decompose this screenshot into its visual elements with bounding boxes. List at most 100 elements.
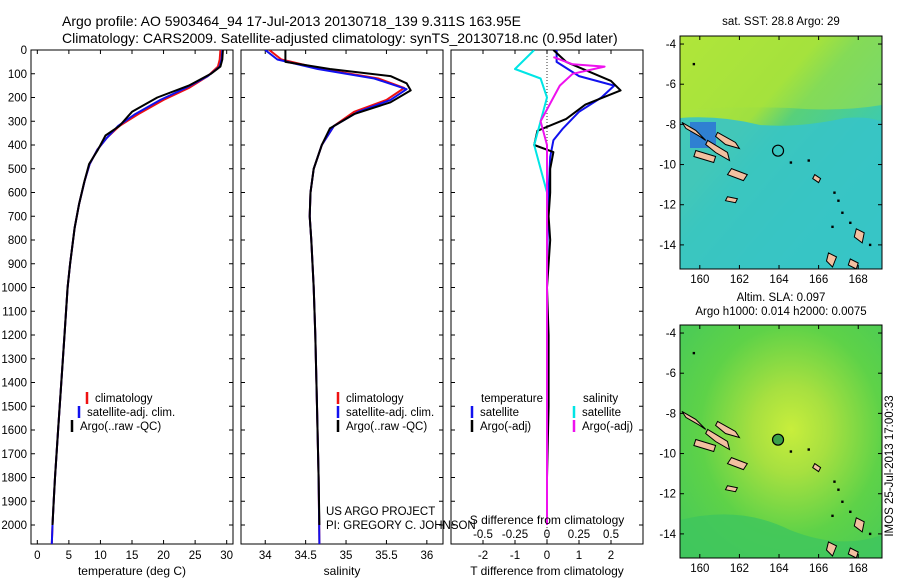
pi-annotation: PI: GREGORY C. JOHNSON — [326, 520, 476, 532]
islet — [833, 191, 836, 194]
map-y-tick-label: -8 — [666, 408, 676, 420]
depth-tick-label: 1000 — [1, 283, 27, 295]
island — [714, 131, 741, 150]
s-difference-x-label: S difference from climatology — [470, 513, 625, 527]
series-line-argo — [284, 50, 412, 526]
s-tick-label: 0.25 — [568, 529, 590, 541]
x-tick-label: -1 — [510, 550, 520, 562]
legend-label-climatology: climatology — [346, 393, 404, 405]
depth-tick-label: 600 — [8, 188, 27, 200]
legend-label-satellite: satellite-adj. clim. — [346, 407, 434, 419]
series-line-climatology — [50, 50, 222, 544]
argo-position-marker — [771, 144, 785, 157]
s-tick-label: 0.5 — [603, 529, 619, 541]
series-line-satellite — [50, 50, 224, 544]
map-x-tick-label: 168 — [849, 563, 868, 575]
legend-label-climatology: climatology — [95, 393, 153, 405]
s-difference-ticks: -0.5 -0.25 0 0.25 0.5 — [473, 529, 619, 541]
salinity-axes — [240, 49, 444, 545]
sst-map-title: sat. SST: 28.8 Argo: 29 — [722, 16, 840, 28]
x-tick-label: 1 — [576, 550, 582, 562]
sst-map-image — [680, 36, 882, 269]
island — [726, 167, 749, 182]
figure-title-line2: Climatology: CARS2009. Satellite-adjuste… — [62, 30, 618, 46]
salinity-series — [264, 50, 412, 544]
series-line-sal_satellite — [514, 50, 548, 525]
series-line-argo — [51, 50, 224, 526]
imos-timestamp: IMOS 25-Jul-2013 17:00:33 — [884, 395, 896, 536]
depth-tick-label: 2000 — [1, 520, 27, 532]
legend-label-s-argo: Argo(-adj) — [582, 421, 633, 433]
islet — [789, 450, 793, 453]
depth-tick-label: 200 — [8, 93, 27, 105]
island — [705, 139, 731, 162]
island — [726, 456, 749, 471]
islet — [831, 514, 834, 518]
legend-label-satellite: satellite-adj. clim. — [87, 407, 175, 419]
legend-label-s-satellite: satellite — [582, 407, 621, 419]
map-x-tick-label: 166 — [809, 274, 828, 286]
legend-label-t-argo: Argo(-adj) — [480, 421, 531, 433]
depth-tick-label: 1100 — [2, 306, 27, 318]
islet — [789, 161, 793, 164]
argo-position-marker — [771, 433, 785, 446]
island — [825, 541, 838, 557]
depth-tick-label: 400 — [8, 140, 27, 152]
x-tick-label: 34.5 — [294, 550, 316, 562]
islet — [849, 510, 852, 514]
map-y-tick-label: -10 — [659, 449, 676, 461]
depth-tick-label: 500 — [8, 164, 27, 176]
islet — [831, 225, 834, 229]
series-line-argo — [533, 50, 622, 525]
depth-tick-label: 1700 — [1, 449, 27, 461]
depth-tick-label: 1300 — [1, 354, 27, 366]
map-x-tick-label: 164 — [769, 563, 789, 575]
island — [724, 196, 739, 204]
sla-map-image — [680, 325, 882, 558]
island — [724, 485, 739, 493]
depth-tick-label: 800 — [8, 235, 27, 247]
map-x-tick-label: 166 — [809, 563, 828, 575]
temperature-series — [50, 50, 224, 544]
islet — [692, 62, 696, 66]
sst-map-ticks: 160 162 164 166 168 -4 -6 -8 -10 -12 -14 — [659, 36, 882, 286]
map-y-tick-label: -4 — [666, 39, 677, 51]
legend-title-salinity: salinity — [583, 393, 618, 405]
depth-tick-label: 700 — [8, 211, 27, 223]
islet — [837, 199, 840, 202]
map-y-tick-label: -8 — [666, 119, 676, 131]
x-tick-label: 10 — [94, 550, 107, 562]
islet — [849, 221, 852, 225]
legend-label-t-satellite: satellite — [480, 407, 519, 419]
salinity-x-label: salinity — [324, 564, 361, 578]
x-tick-label: 36 — [420, 550, 433, 562]
depth-tick-label: 1600 — [1, 425, 27, 437]
x-tick-label: 5 — [66, 550, 72, 562]
map-x-tick-label: 168 — [849, 274, 868, 286]
depth-tick-label: 300 — [8, 116, 27, 128]
islet — [841, 500, 844, 503]
map-y-tick-label: -10 — [659, 160, 676, 172]
island — [714, 420, 741, 439]
project-annotation: US ARGO PROJECT — [326, 506, 435, 518]
depth-tick-label: 1900 — [1, 496, 27, 508]
salinity-legend: climatology satellite-adj. clim. Argo(..… — [336, 392, 434, 433]
islet — [837, 488, 840, 491]
x-tick-label: 15 — [126, 550, 139, 562]
island — [847, 258, 859, 269]
temperature-axes — [30, 49, 234, 545]
island — [853, 517, 865, 533]
temperature-x-label: temperature (deg C) — [78, 564, 186, 578]
x-tick-label: 34 — [259, 550, 272, 562]
legend-label-argo: Argo(..raw -QC) — [80, 421, 161, 433]
islet — [868, 532, 872, 536]
map-x-tick-label: 162 — [730, 274, 749, 286]
series-line-satellite — [546, 50, 616, 525]
legend-title-temperature: temperature — [481, 393, 543, 405]
difference-series — [514, 50, 622, 525]
figure-title-line1: Argo profile: AO 5903464_94 17-Jul-2013 … — [62, 13, 521, 29]
map-x-tick-label: 160 — [690, 563, 709, 575]
s-tick-label: -0.5 — [473, 529, 493, 541]
islet — [841, 211, 844, 214]
depth-tick-label: 1400 — [1, 378, 27, 390]
